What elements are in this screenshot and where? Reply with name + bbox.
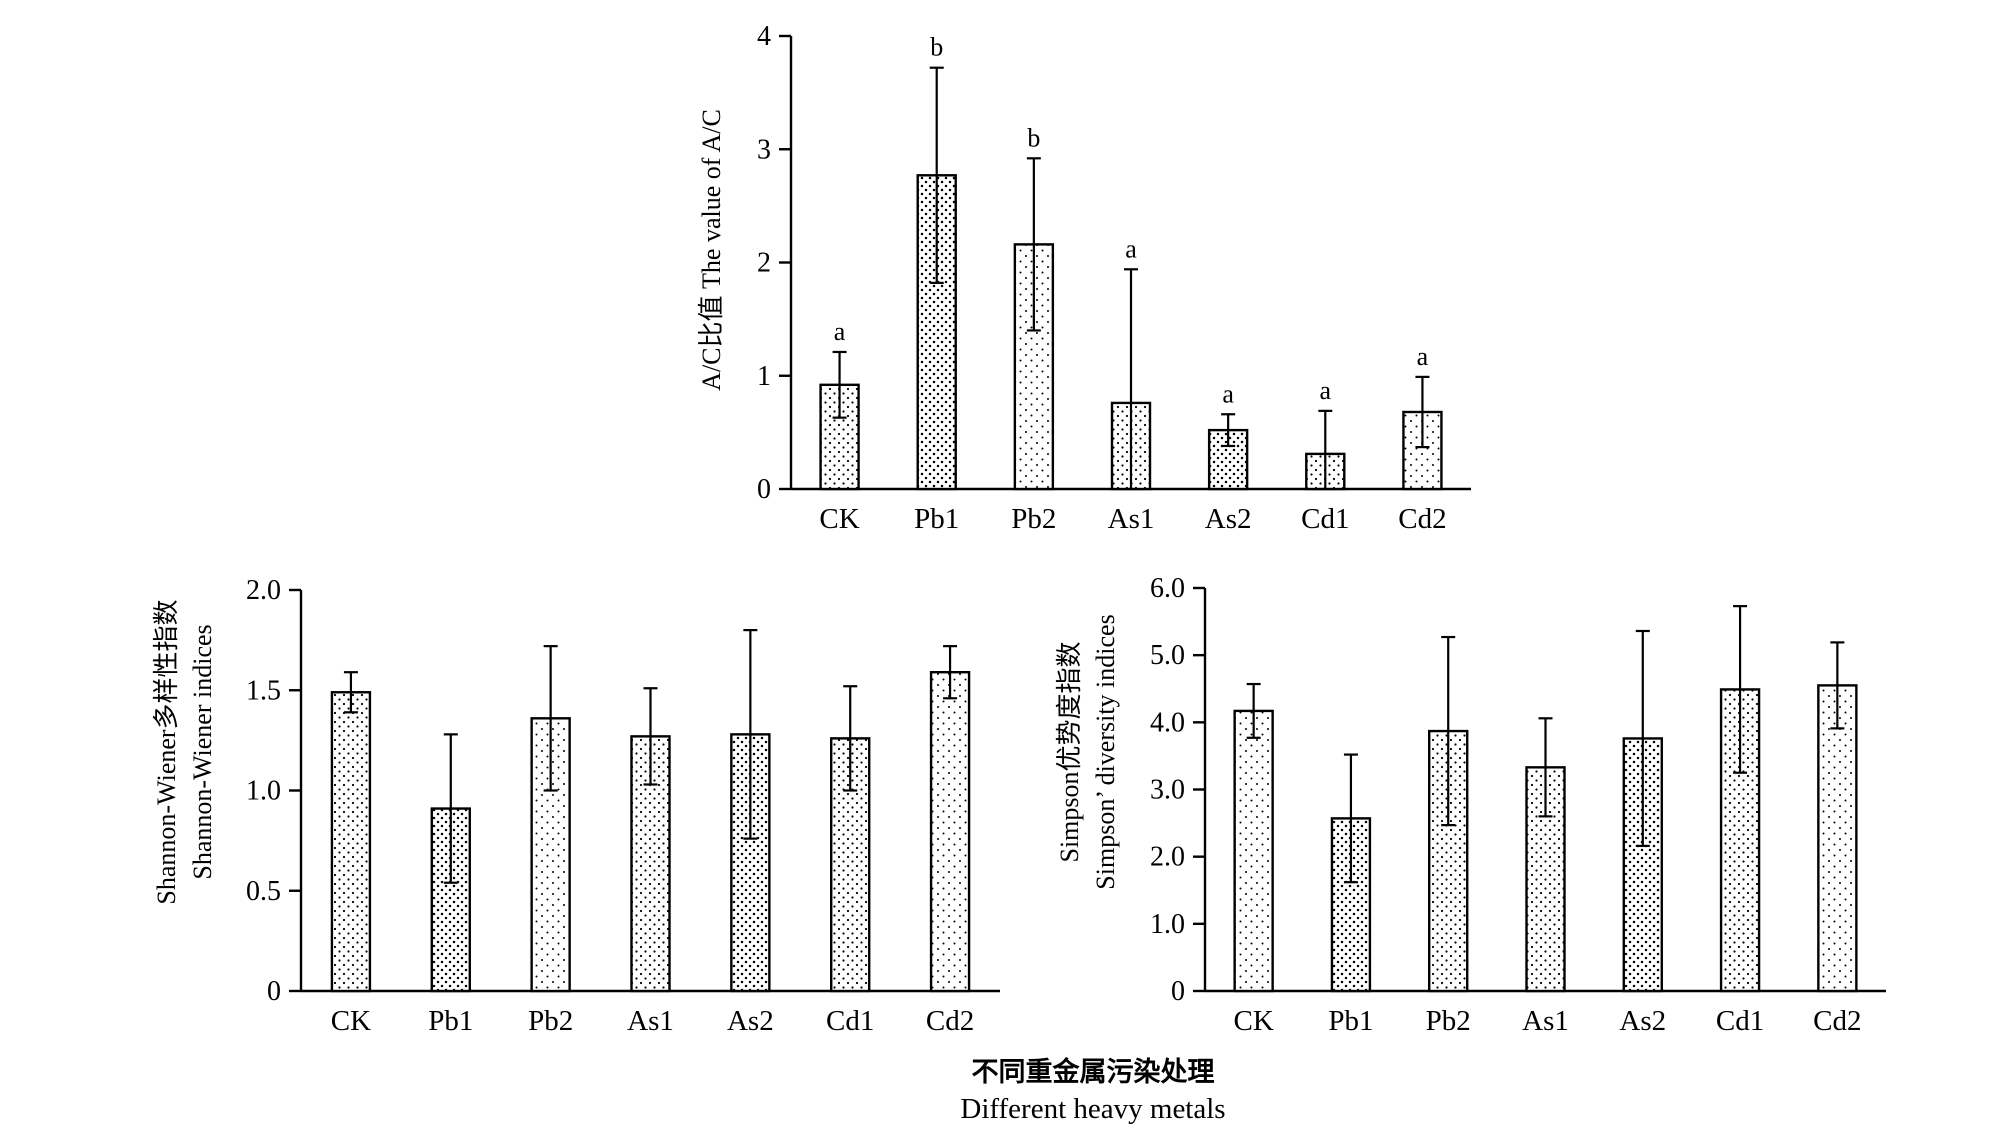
ac-error-bar-pb1 [929,66,944,284]
simpson-y-tick-label: 4.0 [1150,707,1185,738]
shannon-category-label: As2 [727,1005,774,1037]
shannon-error-bar-cd2 [943,645,958,700]
ac-category-label: As1 [1108,503,1155,535]
ac-error-bar-cd2 [1415,375,1430,449]
shannon-y-tick-label: 1.5 [246,675,281,706]
simpson-y-tick-label: 3.0 [1150,775,1185,806]
ac-significance-letter: a [834,317,846,346]
ac-error-bar-as1 [1124,268,1138,491]
simpson-error-bar-cd2 [1830,641,1845,730]
ac-significance-letter: a [1222,379,1234,408]
ac-error-bar-ck [832,350,847,419]
ac-significance-letter: b [930,33,943,62]
simpson-error-bar-ck [1246,682,1261,739]
ac-ratio-chart: A/C比值 The value of A/C 0 1 2 3 4 CK a Pb1 b Pb2 b A… [697,21,1471,535]
simpson-category-label: CK [1233,1005,1273,1037]
ac-error-bar-cd1 [1318,409,1333,491]
ac-error-bar-pb2 [1026,157,1041,332]
ac-y-tick-label: 0 [757,474,771,505]
shannon-error-bar-pb2 [543,645,558,792]
simpson-error-bar-pb2 [1441,635,1456,827]
simpson-category-label: As2 [1619,1005,1666,1037]
ac-category-label: Cd1 [1301,503,1349,535]
shannon-error-bar-cd1 [843,685,858,792]
shannon-category-label: CK [331,1005,371,1037]
simpson-bar-ck [1233,709,1274,993]
shannon-category-label: Cd1 [826,1005,874,1037]
simpson-category-label: Pb1 [1328,1005,1373,1037]
simpson-category-label: Pb2 [1426,1005,1471,1037]
shannon-y-axis-label-en: Shannon-Wiener indices [188,624,217,879]
simpson-category-label: Cd1 [1716,1005,1764,1037]
ac-category-label: CK [819,503,859,535]
shannon-category-label: Pb1 [428,1005,473,1037]
ac-significance-letter: b [1027,123,1040,152]
simpson-error-bar-as2 [1635,629,1650,848]
shannon-y-tick-label: 0.5 [246,876,281,907]
shannon-error-bar-as2 [743,628,758,840]
shannon-category-label: As1 [627,1005,674,1037]
simpson-y-tick-label: 0 [1171,976,1185,1007]
ac-category-label: Cd2 [1398,503,1446,535]
shannon-bar-ck [330,691,372,993]
simpson-y-tick-label: 5.0 [1150,640,1185,671]
simpson-y-axis-label-cn: Simpson优势度指数 [1055,641,1084,862]
simpson-error-bar-as1 [1538,717,1553,818]
ac-significance-letter: a [1320,376,1332,405]
shannon-error-bar-pb1 [443,733,458,884]
x-axis-title-en: Different heavy metals [960,1093,1225,1125]
shannon-y-tick-label: 2.0 [246,575,281,606]
shannon-error-bar-ck [343,671,358,714]
shannon-category-label: Cd2 [926,1005,974,1037]
simpson-chart: Simpson优势度指数 Simpson’ diversity indices … [1055,573,1886,1037]
simpson-y-tick-label: 1.0 [1150,909,1185,940]
shannon-bar-cd2 [929,671,971,993]
shannon-y-axis-label-cn: Shannon-Wiener多样性指数 [152,599,181,904]
ac-y-tick-label: 1 [757,361,771,392]
ac-y-tick-label: 4 [757,21,771,52]
ac-y-tick-label: 2 [757,248,771,279]
shannon-y-tick-label: 0 [267,976,281,1007]
simpson-y-axis-label-en: Simpson’ diversity indices [1091,614,1120,889]
simpson-category-label: As1 [1522,1005,1569,1037]
ac-category-label: Pb2 [1011,503,1056,535]
ac-error-bar-as2 [1221,413,1236,448]
shannon-category-label: Pb2 [528,1005,573,1037]
simpson-y-tick-label: 6.0 [1150,573,1185,604]
simpson-error-bar-cd1 [1733,605,1748,774]
simpson-error-bar-pb1 [1343,753,1358,884]
ac-category-label: As2 [1205,503,1252,535]
simpson-y-tick-label: 2.0 [1150,842,1185,873]
shannon-y-tick-label: 1.0 [246,776,281,807]
simpson-category-label: Cd2 [1813,1005,1861,1037]
ac-significance-letter: a [1125,234,1137,263]
ac-ratio-y-axis-label: A/C比值 The value of A/C [697,109,726,391]
ac-y-tick-label: 3 [757,134,771,165]
shannon-error-bar-as1 [643,687,658,786]
x-axis-title-cn: 不同重金属污染处理 [972,1056,1215,1088]
shannon-wiener-chart: Shannon-Wiener多样性指数 Shannon-Wiener indic… [152,575,1000,1037]
simpson-bar-cd2 [1817,684,1858,993]
ac-significance-letter: a [1417,342,1429,371]
ac-category-label: Pb1 [914,503,959,535]
